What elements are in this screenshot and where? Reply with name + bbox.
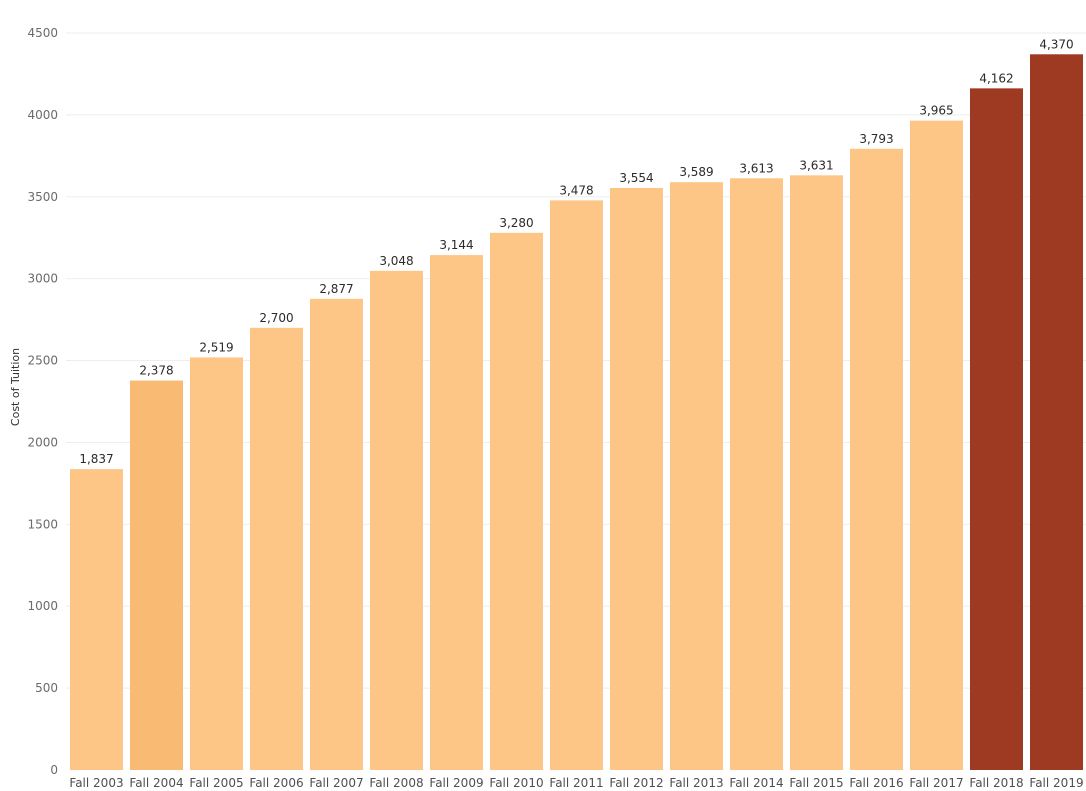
data-label: 2,519 xyxy=(199,340,233,354)
x-tick-label: Fall 2006 xyxy=(249,776,303,790)
bar[interactable] xyxy=(190,357,243,770)
data-label: 3,478 xyxy=(559,183,593,197)
data-label: 2,700 xyxy=(259,311,293,325)
y-tick-label: 4500 xyxy=(27,26,58,40)
x-tick-label: Fall 2003 xyxy=(69,776,123,790)
y-tick-label: 3000 xyxy=(27,272,58,286)
bar[interactable] xyxy=(550,200,603,771)
x-tick-label: Fall 2018 xyxy=(969,776,1023,790)
x-tick-label: Fall 2007 xyxy=(309,776,363,790)
x-tick-label: Fall 2008 xyxy=(369,776,423,790)
data-label: 2,378 xyxy=(139,364,173,378)
data-label: 4,370 xyxy=(1039,37,1073,51)
x-tick-label: Fall 2014 xyxy=(729,776,783,790)
x-tick-label: Fall 2012 xyxy=(609,776,663,790)
data-label: 3,613 xyxy=(739,161,773,175)
bar[interactable] xyxy=(1030,54,1083,770)
data-label: 3,793 xyxy=(859,132,893,146)
y-tick-label: 2000 xyxy=(27,435,58,449)
bar[interactable] xyxy=(370,270,423,770)
y-axis-title: Cost of Tuition xyxy=(9,348,22,426)
x-tick-label: Fall 2013 xyxy=(669,776,723,790)
bar[interactable] xyxy=(310,298,363,770)
x-tick-label: Fall 2015 xyxy=(789,776,843,790)
bar[interactable] xyxy=(250,327,303,770)
x-tick-label: Fall 2011 xyxy=(549,776,603,790)
bar[interactable] xyxy=(130,380,183,770)
data-label: 3,554 xyxy=(619,171,653,185)
x-tick-label: Fall 2005 xyxy=(189,776,243,790)
data-label: 2,877 xyxy=(319,282,353,296)
x-tick-label: Fall 2004 xyxy=(129,776,183,790)
x-axis-ticks: Fall 2003 Fall 2004 Fall 2005 Fall 2006 Fall… xyxy=(69,776,1083,790)
data-labels: 1,837 2,378 2,519 2,700 2,877 3,048 3,144 3,280… xyxy=(79,37,1073,466)
data-label: 3,280 xyxy=(499,216,533,230)
x-tick-label: Fall 2017 xyxy=(909,776,963,790)
bars xyxy=(70,54,1083,771)
y-tick-label: 500 xyxy=(35,681,58,695)
y-tick-label: 0 xyxy=(50,763,58,777)
bar[interactable] xyxy=(910,120,963,771)
x-tick-label: Fall 2010 xyxy=(489,776,543,790)
data-label: 4,162 xyxy=(979,71,1013,85)
bar[interactable] xyxy=(670,182,723,771)
data-label: 3,631 xyxy=(799,158,833,172)
data-label: 3,048 xyxy=(379,254,413,268)
x-tick-label: Fall 2019 xyxy=(1029,776,1083,790)
bar[interactable] xyxy=(70,469,123,770)
y-tick-label: 3500 xyxy=(27,190,58,204)
x-tick-label: Fall 2016 xyxy=(849,776,903,790)
y-axis-ticks: 0 500 1000 1500 2000 2500 3000 3500 4000 4500 xyxy=(27,26,58,777)
y-tick-label: 4000 xyxy=(27,108,58,122)
bar[interactable] xyxy=(610,187,663,770)
x-tick-label: Fall 2009 xyxy=(429,776,483,790)
data-label: 3,965 xyxy=(919,104,953,118)
data-label: 3,144 xyxy=(439,238,473,252)
data-label: 3,589 xyxy=(679,165,713,179)
y-tick-label: 1500 xyxy=(27,517,58,531)
bar[interactable] xyxy=(730,178,783,771)
y-tick-label: 1000 xyxy=(27,599,58,613)
bar[interactable] xyxy=(490,232,543,770)
y-tick-label: 2500 xyxy=(27,354,58,368)
bar[interactable] xyxy=(850,148,903,770)
bar[interactable] xyxy=(430,255,483,771)
bar[interactable] xyxy=(790,175,843,771)
data-label: 1,837 xyxy=(79,452,113,466)
bar[interactable] xyxy=(970,88,1023,771)
